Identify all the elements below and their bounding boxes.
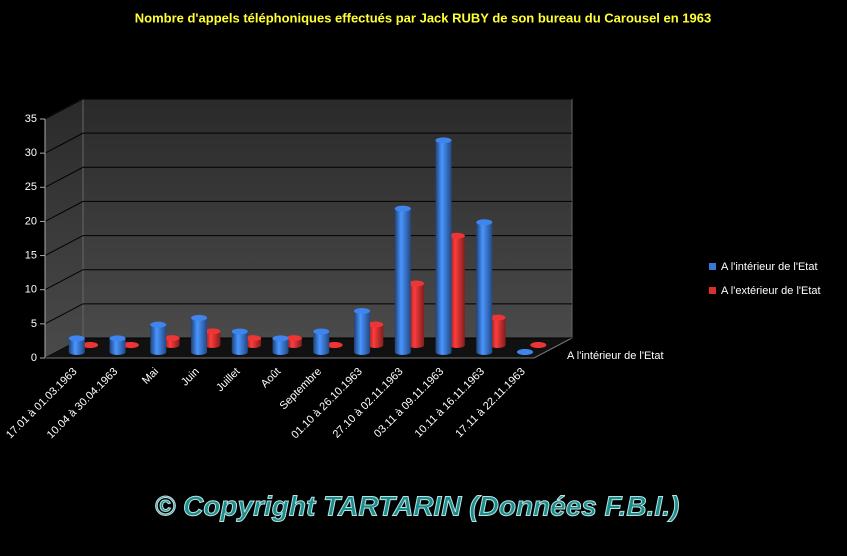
bar [272,338,289,352]
y-tick-label: 30 [25,147,37,159]
legend-label: A l'extérieur de l'Etat [721,285,821,297]
bar-top [163,335,180,342]
grid-line [44,166,572,188]
bar [150,324,167,352]
bar [435,140,452,352]
bar [285,338,302,345]
bar-top [122,342,139,348]
bar-top [435,137,452,144]
bar-top [408,280,425,287]
bar-top [394,205,411,212]
depth-axis-label: A l'intérieur de l'Etat [567,350,664,362]
bar-top [231,328,248,335]
bar [476,222,493,352]
bar [245,338,262,345]
bar [231,331,248,352]
bar [394,208,411,352]
legend-label: A l'intérieur de l'Etat [721,261,818,273]
y-tick-label: 0 [31,352,37,364]
bar-top [285,335,302,342]
bar [489,317,506,345]
y-tick-label: 25 [25,181,37,193]
back-wall [82,98,573,339]
bar [109,338,126,352]
bar [313,331,330,352]
y-tick-label: 10 [25,284,37,296]
bar [448,235,465,345]
bar-top [326,342,343,348]
copyright: © Copyright TARTARIN (Données F.B.I.) [155,490,680,521]
bar-top [245,335,262,342]
chart-title: Nombre d'appels téléphoniques effectués … [135,10,711,25]
y-tick-label: 35 [25,113,37,125]
bar-top [150,321,167,328]
bar [163,338,180,345]
bar [204,331,221,345]
bar-top [313,328,330,335]
y-tick-label: 20 [25,215,37,227]
bar [367,324,384,345]
legend-swatch [709,263,716,270]
bar-top [354,308,371,315]
y-tick-label: 15 [25,249,37,261]
bar-top [82,342,99,348]
y-tick-label: 5 [31,318,37,330]
bar-top [109,335,126,342]
bar [68,338,85,352]
bar-top [476,219,493,226]
grid-line [44,98,572,120]
bar-top [272,335,289,342]
bar-top [367,321,384,328]
bar-top [517,349,534,355]
bar-top [530,342,547,348]
grid-line [44,132,572,154]
bar-top [448,232,465,239]
legend-swatch [709,287,716,294]
left-wall [44,98,84,359]
grid-line [44,200,572,222]
bar [408,283,425,345]
bar-top [191,314,208,321]
bar [354,311,371,352]
bar-top [489,314,506,321]
bar-top [204,328,221,335]
bar [191,317,208,352]
bar-top [68,335,85,342]
